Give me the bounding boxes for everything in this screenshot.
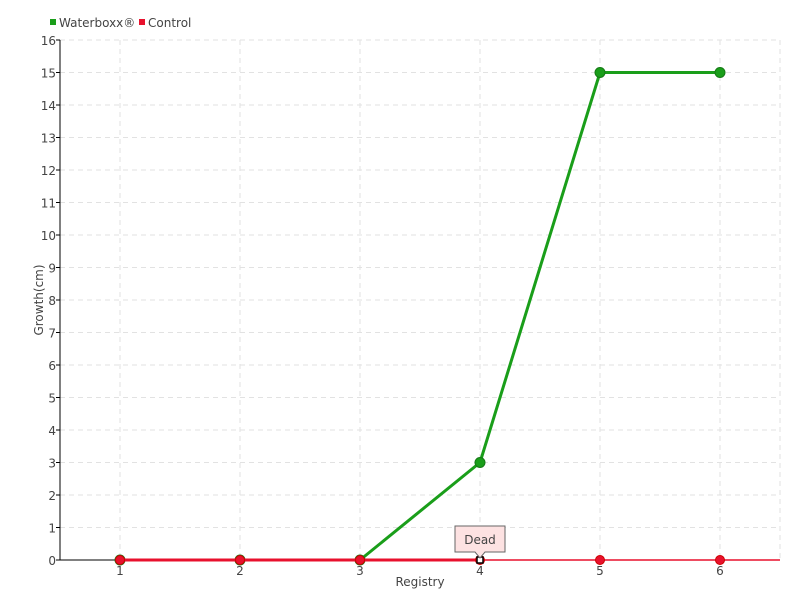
grid	[60, 39, 781, 560]
y-tick-label: 16	[41, 34, 56, 48]
legend: Waterboxx® Control	[50, 16, 191, 30]
y-tick-label: 6	[48, 359, 56, 373]
annotation-text: Dead	[464, 533, 496, 547]
y-tick-label: 15	[41, 67, 56, 81]
y-tick-label: 9	[48, 262, 56, 276]
y-tick-label: 0	[48, 554, 56, 568]
data-point	[594, 67, 606, 78]
y-tick-label: 8	[48, 294, 56, 308]
data-point	[474, 457, 486, 468]
y-tick-label: 12	[41, 164, 56, 178]
data-point	[714, 67, 726, 78]
y-tick-label: 1	[48, 522, 56, 536]
data-point	[595, 555, 605, 565]
x-axis-label: Registry	[395, 575, 444, 589]
y-tick-label: 10	[41, 229, 56, 243]
annotation-box	[454, 525, 506, 559]
x-tick-label: 4	[476, 564, 484, 578]
y-axis-label: Growth(cm)	[32, 264, 46, 335]
annotation-layer: Dead	[454, 525, 506, 564]
data-point	[115, 555, 125, 565]
series-line-0	[120, 71, 720, 562]
legend-label: Control	[148, 16, 191, 30]
x-tick-label: 1	[116, 564, 124, 578]
series-layer	[114, 67, 780, 566]
x-tick-label: 2	[236, 564, 244, 578]
x-tick-label: 5	[596, 564, 604, 578]
y-tick-label: 7	[48, 327, 56, 341]
y-tick-label: 13	[41, 132, 56, 146]
legend-swatch	[50, 19, 56, 25]
data-point	[235, 555, 245, 565]
legend-swatch	[139, 19, 145, 25]
y-tick-label: 4	[48, 424, 56, 438]
legend-label: Waterboxx®	[59, 16, 135, 30]
data-point	[355, 555, 365, 565]
y-tick-label: 11	[41, 197, 56, 211]
x-tick-label: 3	[356, 564, 364, 578]
y-tick-label: 3	[48, 457, 56, 471]
data-point	[715, 555, 725, 565]
y-tick-label: 5	[48, 392, 56, 406]
y-tick-label: 14	[41, 99, 56, 113]
y-tick-label: 2	[48, 489, 56, 503]
x-tick-label: 6	[716, 564, 724, 578]
